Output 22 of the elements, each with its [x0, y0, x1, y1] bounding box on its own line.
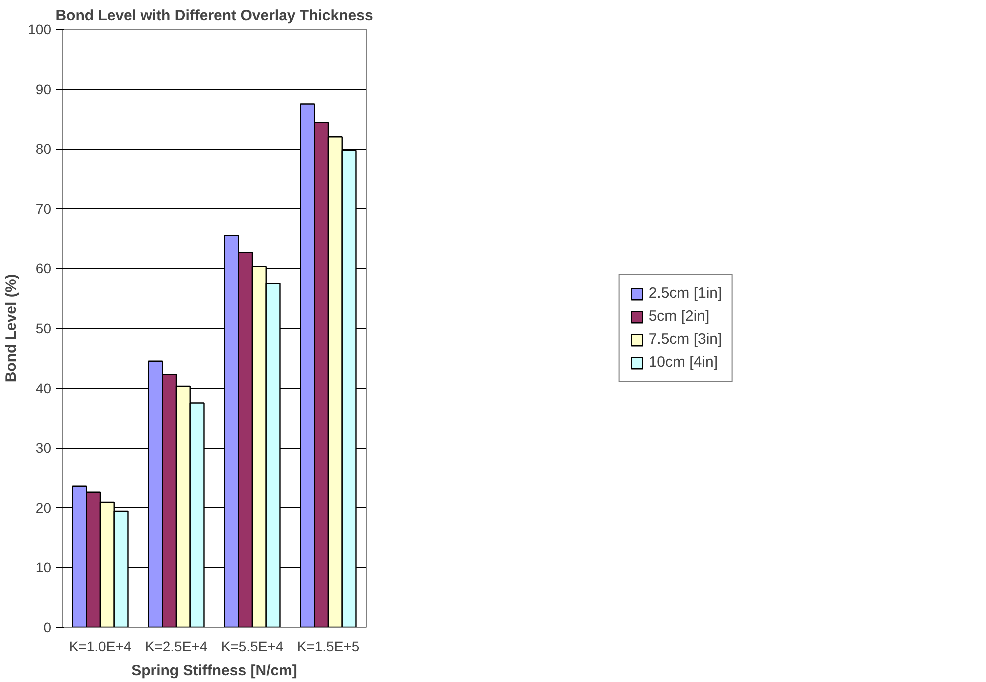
- x-tick-label: K=1.5E+5: [297, 638, 360, 654]
- x-tick-label: K=1.0E+4: [69, 638, 132, 654]
- y-axis-title: Bond Level (%): [3, 274, 20, 383]
- legend-label: 5cm [2in]: [648, 308, 710, 325]
- x-axis-title: Spring Stiffness [N/cm]: [132, 662, 298, 680]
- y-tick-label: 20: [36, 500, 52, 516]
- legend-label: 7.5cm [3in]: [648, 331, 722, 348]
- y-tick-label: 80: [36, 141, 52, 158]
- x-tick-label: K=5.5E+4: [221, 638, 284, 654]
- y-tick-label: 30: [36, 440, 52, 456]
- y-tick-label: 10: [36, 560, 52, 576]
- y-tick-label: 100: [28, 22, 52, 38]
- legend-label: 2.5cm [1in]: [648, 285, 722, 302]
- y-tick-label: 70: [36, 200, 52, 217]
- y-tick-label: 50: [36, 320, 52, 336]
- y-tick-label: 0: [44, 620, 52, 636]
- chart-title: Bond Level with Different Overlay Thickness: [56, 8, 374, 24]
- legend-label: 10cm [4in]: [648, 354, 718, 371]
- y-tick-label: 90: [36, 81, 52, 98]
- x-tick-label: K=2.5E+4: [145, 638, 208, 654]
- y-tick-label: 60: [36, 260, 52, 277]
- y-tick-label: 40: [36, 380, 52, 396]
